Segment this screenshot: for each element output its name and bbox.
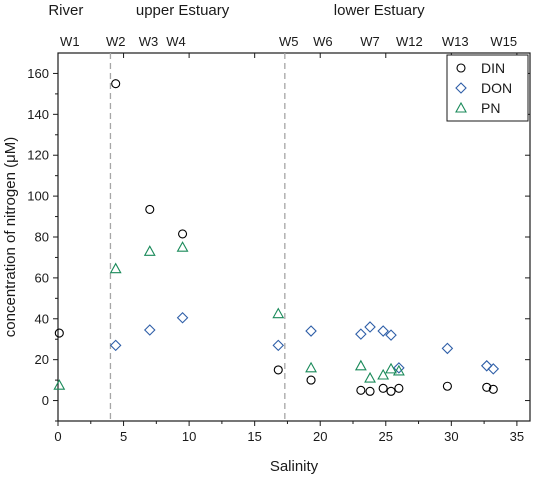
- station-label: W15: [490, 34, 517, 49]
- legend-label-pn: PN: [481, 100, 500, 116]
- data-point-don: [355, 328, 367, 340]
- x-tick-label: 30: [444, 429, 458, 444]
- data-point-din: [306, 375, 316, 385]
- y-tick-label: 60: [35, 270, 49, 285]
- data-point-din: [442, 381, 452, 391]
- y-tick-label: 40: [35, 311, 49, 326]
- zone-label: River: [48, 2, 83, 19]
- y-axis-title: concentration of nitrogen (μM): [2, 137, 19, 337]
- legend-label-don: DON: [481, 80, 512, 96]
- data-point-don: [176, 311, 189, 324]
- station-label: W13: [442, 34, 469, 49]
- data-point-pn: [364, 371, 376, 383]
- y-tick-label: 140: [27, 107, 49, 122]
- station-labels: W1 W2 W3 W4 W5 W6 W7 W12 W13 W15: [60, 34, 517, 49]
- data-point-din: [394, 383, 404, 393]
- data-point-don: [109, 339, 122, 352]
- series-din: [54, 79, 498, 396]
- y-tick-label: 160: [27, 66, 49, 81]
- x-tick-label: 20: [313, 429, 327, 444]
- zone-labels: River upper Estuary lower Estuary: [48, 2, 425, 19]
- data-point-din: [488, 384, 498, 394]
- data-point-din: [54, 328, 64, 338]
- data-point-don: [143, 324, 156, 336]
- y-tick-label: 20: [35, 352, 49, 367]
- data-point-don: [364, 321, 376, 333]
- data-point-pn: [143, 245, 156, 256]
- x-tick-label: 15: [247, 429, 261, 444]
- x-axis-title: Salinity: [270, 458, 319, 475]
- y-tick-label: 0: [42, 393, 49, 408]
- zone-boundaries: [109, 53, 286, 421]
- x-tick-label: 0: [54, 429, 61, 444]
- data-point-don: [305, 325, 317, 337]
- station-label: W4: [166, 34, 186, 49]
- legend: DIN DON PN: [446, 54, 529, 122]
- data-point-din: [356, 385, 366, 395]
- x-tick-label: 35: [510, 429, 524, 444]
- data-point-din: [386, 386, 396, 396]
- data-point-pn: [109, 262, 122, 274]
- station-label: W2: [106, 34, 126, 49]
- data-point-pn: [305, 361, 317, 373]
- data-point-pn: [385, 362, 397, 374]
- data-point-din: [178, 229, 188, 239]
- station-label: W6: [313, 34, 333, 49]
- data-point-din: [365, 386, 375, 396]
- data-point-pn: [392, 364, 405, 376]
- data-point-don: [441, 342, 454, 355]
- x-tick-label: 10: [182, 429, 196, 444]
- data-point-pn: [272, 307, 285, 319]
- series-pn: [53, 241, 405, 390]
- x-tick-label: 5: [120, 429, 127, 444]
- data-point-din: [482, 382, 492, 392]
- data-point-pn: [377, 368, 390, 380]
- data-point-don: [393, 362, 405, 374]
- zone-label: lower Estuary: [334, 2, 425, 19]
- axis-ticks: 0 5 10 15 20 25 30 35 0 20 40 60 80 100 120 140 160: [27, 53, 530, 444]
- series-don: [109, 311, 500, 375]
- data-point-din: [273, 365, 283, 375]
- x-tick-label: 25: [379, 429, 393, 444]
- y-tick-label: 80: [35, 230, 49, 245]
- data-point-din: [111, 79, 121, 89]
- legend-label-din: DIN: [481, 60, 505, 76]
- station-label: W1: [60, 34, 80, 49]
- legend-marker-din: [456, 63, 466, 73]
- data-point-din: [378, 383, 388, 393]
- station-label: W3: [139, 34, 159, 49]
- data-point-din: [145, 204, 155, 214]
- data-point-pn: [354, 359, 367, 371]
- data-point-don: [487, 363, 500, 375]
- station-label: W7: [360, 34, 380, 49]
- y-tick-label: 100: [27, 189, 49, 204]
- zone-label: upper Estuary: [136, 2, 230, 19]
- data-points: [53, 79, 500, 396]
- data-point-don: [385, 329, 397, 341]
- data-point-don: [480, 360, 493, 372]
- legend-box: [446, 54, 529, 122]
- station-label: W5: [279, 34, 299, 49]
- legend-marker-don: [455, 82, 467, 94]
- data-point-pn: [53, 379, 66, 390]
- legend-marker-pn: [455, 101, 467, 113]
- data-point-don: [272, 339, 285, 352]
- data-point-pn: [176, 241, 189, 252]
- y-tick-label: 120: [27, 148, 49, 163]
- data-point-don: [377, 325, 389, 337]
- station-label: W12: [396, 34, 423, 49]
